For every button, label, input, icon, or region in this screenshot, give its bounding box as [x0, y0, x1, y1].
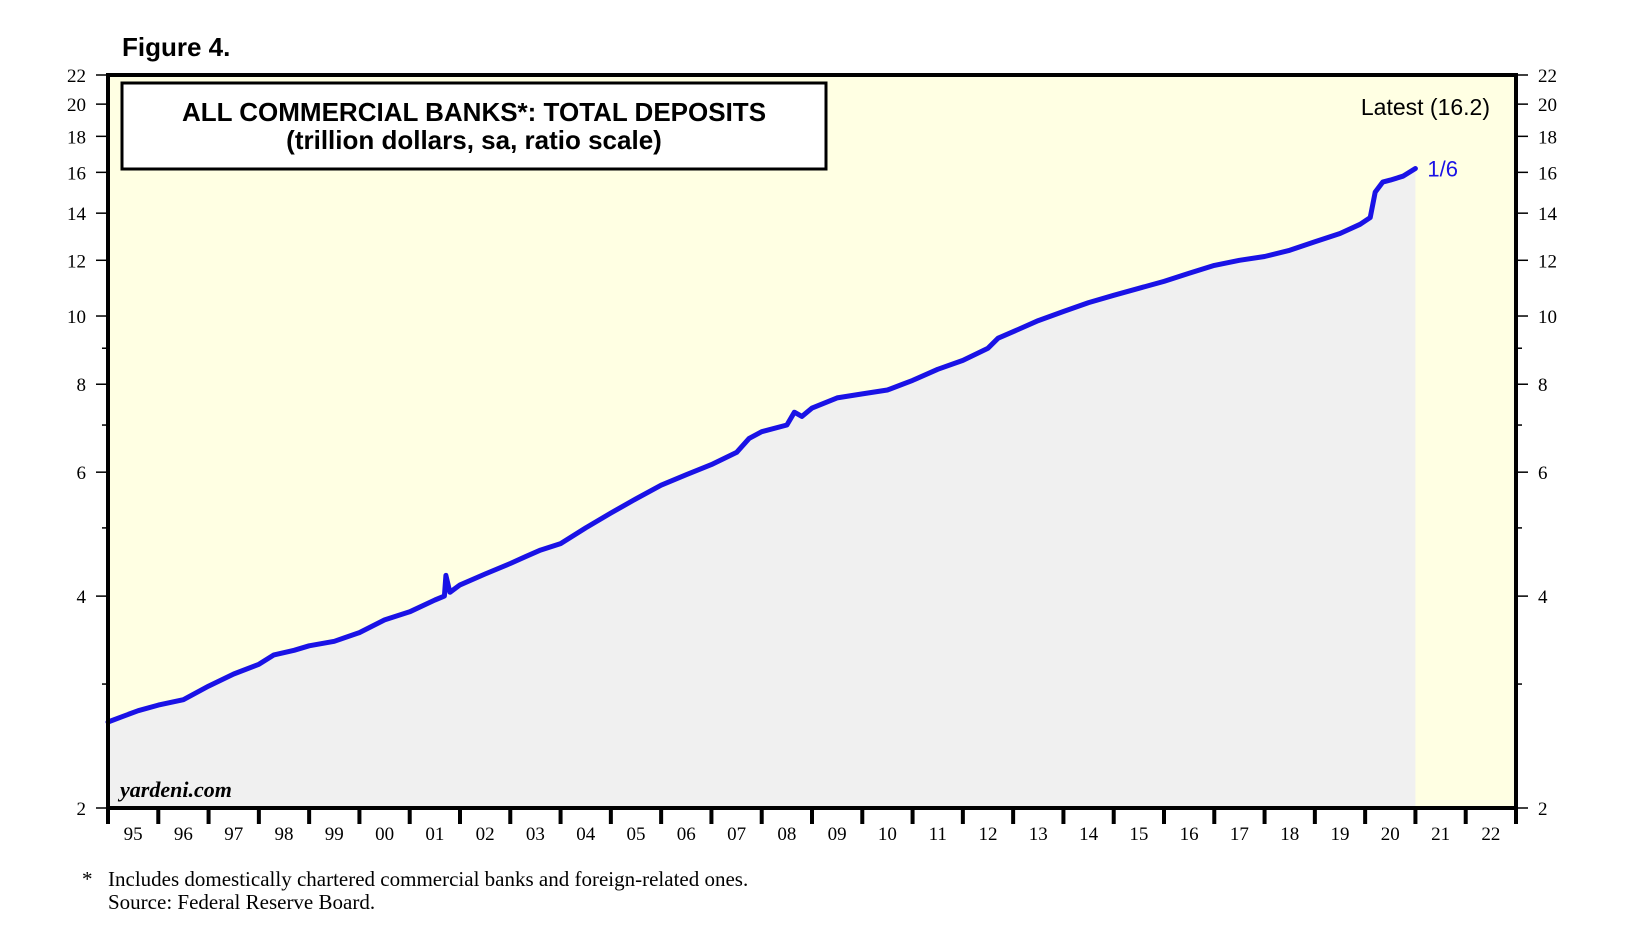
x-tick-label: 95	[124, 824, 143, 845]
x-tick-label: 11	[929, 824, 947, 845]
footnote-source: Source: Federal Reserve Board.	[108, 890, 375, 914]
y-tick-label: 8	[77, 375, 87, 396]
x-tick-label: 10	[878, 824, 897, 845]
y-tick-label: 14	[1538, 204, 1558, 225]
y-axis-labels-right: 2 4 6 8 10 12 14 16 18 20 22	[1538, 66, 1558, 820]
x-tick-label: 16	[1180, 824, 1199, 845]
x-tick-label: 12	[979, 824, 998, 845]
x-tick-label: 97	[224, 824, 243, 845]
x-tick-label: 06	[677, 824, 696, 845]
series-line-total-deposits	[105, 166, 1418, 725]
x-tick-label: 21	[1431, 824, 1450, 845]
y-tick-label: 8	[1538, 375, 1548, 396]
x-tick-label: 02	[476, 824, 495, 845]
x-tick-label: 19	[1331, 824, 1350, 845]
x-tick-label: 18	[1280, 824, 1299, 845]
x-tick-label: 08	[777, 824, 796, 845]
x-tick-label: 03	[526, 824, 545, 845]
latest-label: Latest (16.2)	[1361, 94, 1490, 120]
x-tick-label: 96	[174, 824, 193, 845]
y-tick-label: 6	[1538, 463, 1548, 484]
x-tick-label: 04	[576, 824, 596, 845]
y-tick-label: 18	[1538, 127, 1557, 148]
y-axis-labels-left: 2 4 6 8 10 12 14 16 18 20 22	[67, 66, 87, 820]
x-tick-label: 07	[727, 824, 746, 845]
y-tick-label: 2	[1538, 799, 1548, 820]
title-box	[120, 81, 828, 171]
y-tick-label: 6	[77, 463, 87, 484]
y-tick-label: 22	[1538, 66, 1557, 87]
x-tick-label: 15	[1129, 824, 1148, 845]
x-tick-label: 01	[425, 824, 444, 845]
chart-subtitle: (trillion dollars, sa, ratio scale)	[286, 125, 662, 155]
y-tick-label: 12	[1538, 251, 1557, 272]
y-tick-label: 16	[1538, 163, 1557, 184]
y-tick-label: 20	[67, 95, 86, 116]
y-tick-label: 12	[67, 251, 86, 272]
x-tick-label: 22	[1481, 824, 1500, 845]
watermark: yardeni.com	[117, 777, 232, 802]
x-axis-labels: 95 96 97 98 99 00 01 02 03 04 05 06 07 08 09 10 11 12 13 14…	[124, 824, 1501, 845]
figure-label: Figure 4.	[122, 32, 230, 62]
x-tick-label: 09	[828, 824, 847, 845]
x-tick-label: 98	[275, 824, 294, 845]
x-tick-label: 20	[1381, 824, 1400, 845]
y-tick-label: 4	[1538, 587, 1548, 608]
x-tick-label: 14	[1079, 824, 1099, 845]
y-tick-label: 2	[77, 799, 87, 820]
y-tick-label: 20	[1538, 95, 1557, 116]
y-tick-label: 4	[77, 587, 87, 608]
latest-date-label: 1/6	[1427, 157, 1458, 182]
plot-frame	[106, 73, 1518, 810]
y-tick-label: 14	[67, 204, 87, 225]
area-fill	[108, 168, 1416, 808]
y-tick-label: 10	[1538, 307, 1557, 328]
y-tick-label: 18	[67, 127, 86, 148]
y-tick-label: 22	[67, 66, 86, 87]
x-axis-ticks	[106, 808, 1518, 824]
y-tick-label: 10	[67, 307, 86, 328]
x-tick-label: 17	[1230, 824, 1249, 845]
x-tick-label: 13	[1029, 824, 1048, 845]
chart-title: ALL COMMERCIAL BANKS*: TOTAL DEPOSITS	[182, 97, 766, 127]
y-tick-label: 16	[67, 163, 86, 184]
x-tick-label: 00	[375, 824, 394, 845]
footnote-text: Includes domestically chartered commerci…	[108, 867, 748, 891]
x-tick-label: 05	[627, 824, 646, 845]
x-tick-label: 99	[325, 824, 344, 845]
footnote-marker: *	[82, 867, 93, 891]
